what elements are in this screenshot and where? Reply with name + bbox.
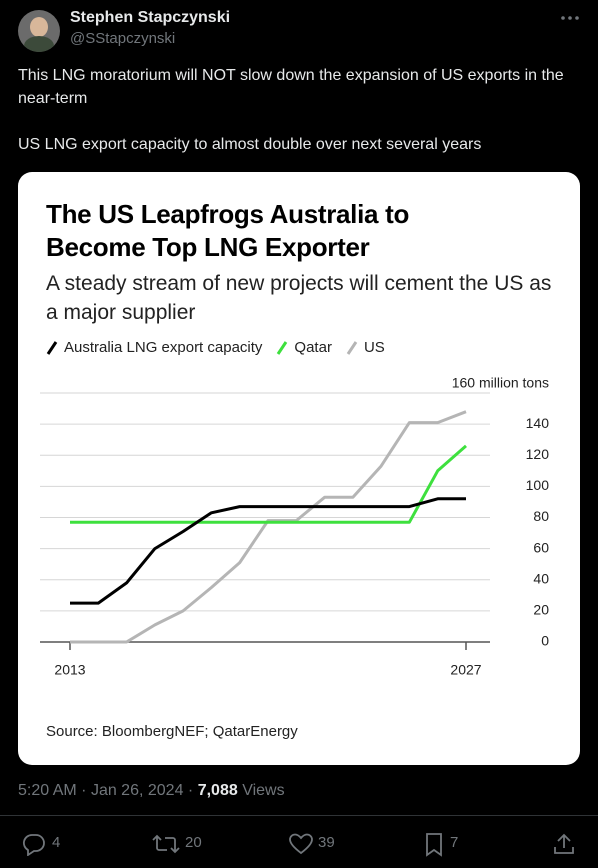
author-name[interactable]: Stephen Stapczynski bbox=[70, 9, 231, 26]
time[interactable]: 5:20 AM bbox=[18, 782, 77, 799]
series-line bbox=[70, 444, 467, 524]
repost-count[interactable]: 20 bbox=[185, 834, 202, 851]
y-tick-label: 20 bbox=[533, 602, 549, 618]
avatar[interactable] bbox=[18, 10, 60, 52]
paragraph: This LNG moratorium will NOT slow down t… bbox=[18, 67, 564, 107]
chart-card[interactable]: 0 20 40 60 80 100 120 140 160 million tons 2013 20… bbox=[18, 172, 580, 765]
y-tick-label: 120 bbox=[526, 446, 550, 462]
separator: · bbox=[81, 782, 87, 799]
legend: Australia LNG export capacity Qatar US bbox=[46, 339, 399, 356]
legend-swatch bbox=[346, 340, 358, 355]
legend-item: Australia LNG export capacity bbox=[46, 339, 262, 356]
views-count: 7,088 bbox=[197, 782, 238, 799]
legend-item: Qatar bbox=[276, 339, 332, 356]
legend-label: Qatar bbox=[294, 339, 332, 356]
reply-icon[interactable] bbox=[22, 832, 46, 856]
views-label: Views bbox=[242, 782, 285, 799]
legend-swatch bbox=[277, 340, 288, 355]
y-tick-label: 60 bbox=[533, 539, 549, 555]
paragraph: US LNG export capacity to almost double … bbox=[18, 136, 482, 153]
series-line bbox=[70, 497, 466, 605]
chart-title: The US Leapfrogs Australia to Become Top… bbox=[46, 199, 410, 262]
legend-swatch bbox=[46, 340, 58, 355]
tweet-text: This LNG moratorium will NOT slow down t… bbox=[18, 64, 578, 156]
x-tick-label: 2013 bbox=[54, 662, 85, 678]
chart: 0 20 40 60 80 100 120 140 160 million tons 2013 20… bbox=[40, 375, 550, 678]
legend-label: Australia LNG export capacity bbox=[64, 339, 263, 356]
author-handle[interactable]: @SStapczynski bbox=[70, 30, 176, 47]
x-tick-label: 2027 bbox=[450, 662, 481, 678]
y-tick-label: 160 million tons bbox=[452, 375, 549, 391]
series-line bbox=[70, 410, 467, 644]
more-button[interactable] bbox=[560, 14, 580, 22]
date[interactable]: Jan 26, 2024 bbox=[90, 782, 184, 799]
like-icon[interactable] bbox=[288, 832, 314, 856]
y-tick-label: 40 bbox=[533, 570, 549, 586]
legend-label: US bbox=[363, 339, 385, 356]
separator: · bbox=[187, 782, 194, 799]
tweet-meta: 5:20 AM · Jan 26, 2024 · 7,088 Views bbox=[18, 782, 285, 800]
like-count[interactable]: 39 bbox=[318, 834, 335, 851]
share-icon[interactable] bbox=[552, 832, 576, 856]
repost-icon[interactable] bbox=[152, 832, 180, 856]
y-tick-label: 80 bbox=[533, 508, 549, 524]
y-tick-label: 100 bbox=[526, 477, 550, 493]
chart-subtitle: A steady stream of new projects will cem… bbox=[46, 272, 552, 324]
reply-count[interactable]: 4 bbox=[52, 834, 61, 851]
bookmark-icon[interactable] bbox=[424, 832, 444, 858]
y-tick-label: 0 bbox=[541, 633, 549, 649]
divider bbox=[0, 815, 598, 816]
legend-item: US bbox=[346, 339, 385, 356]
chart-source: Source: BloombergNEF; QatarEnergy bbox=[46, 723, 298, 740]
y-tick-label: 140 bbox=[526, 415, 550, 431]
bookmark-count[interactable]: 7 bbox=[450, 834, 459, 851]
